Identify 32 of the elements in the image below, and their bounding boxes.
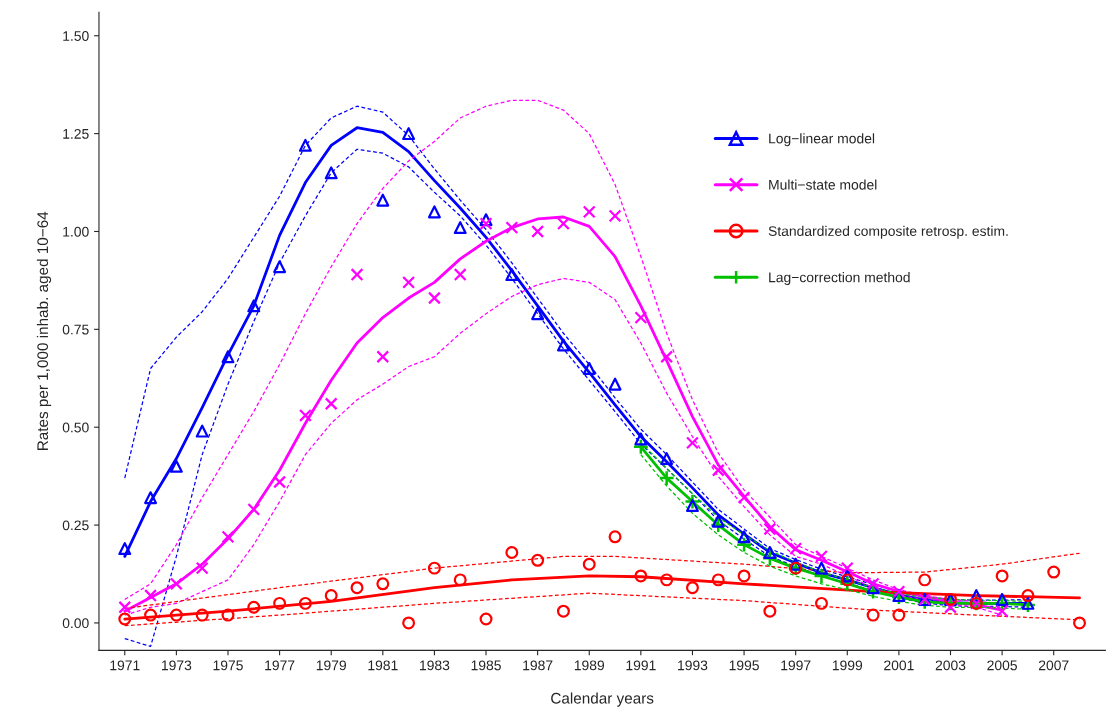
y-axis-title: Rates per 1,000 inhab. aged 10−64 [36, 211, 52, 451]
y-tick-label: 0.00 [62, 618, 89, 629]
x-tick-label: 2007 [1038, 660, 1069, 671]
y-tick-label: 1.00 [63, 226, 89, 237]
x-tick-label: 1971 [110, 660, 140, 671]
y-tick-label: 1.25 [63, 128, 89, 139]
y-tick-label: 0.50 [62, 422, 89, 433]
x-tick-label: 1975 [213, 660, 243, 671]
x-tick-label: 1977 [265, 660, 295, 671]
y-tick-label: 1.50 [63, 31, 89, 41]
x-tick-label: 1987 [523, 660, 553, 671]
legend-label: Multi−state model [769, 179, 877, 190]
x-axis-title: Calendar years [551, 692, 654, 707]
legend-label: Lag−correction method [769, 272, 910, 286]
x-tick-label: 1999 [832, 660, 863, 671]
x-tick-label: 1989 [574, 660, 605, 671]
x-tick-label: 1981 [368, 660, 398, 671]
x-tick-label: 1993 [678, 660, 708, 671]
legend-label: Log−linear model [769, 133, 875, 147]
x-tick-label: 1997 [781, 660, 811, 671]
x-tick-label: 1983 [420, 660, 450, 671]
y-tick-label: 0.25 [62, 520, 89, 531]
x-tick-label: 1991 [626, 660, 656, 671]
x-tick-label: 1985 [471, 660, 501, 671]
x-tick-label: 2001 [884, 660, 914, 671]
x-tick-label: 1995 [729, 660, 759, 671]
x-tick-label: 2005 [987, 660, 1017, 671]
legend-label: Standardized composite retrosp. estim. [768, 225, 1008, 239]
x-tick-label: 2003 [935, 660, 966, 671]
x-tick-label: 1973 [161, 660, 192, 671]
y-tick-label: 0.75 [62, 324, 89, 335]
x-tick-label: 1979 [316, 660, 346, 671]
